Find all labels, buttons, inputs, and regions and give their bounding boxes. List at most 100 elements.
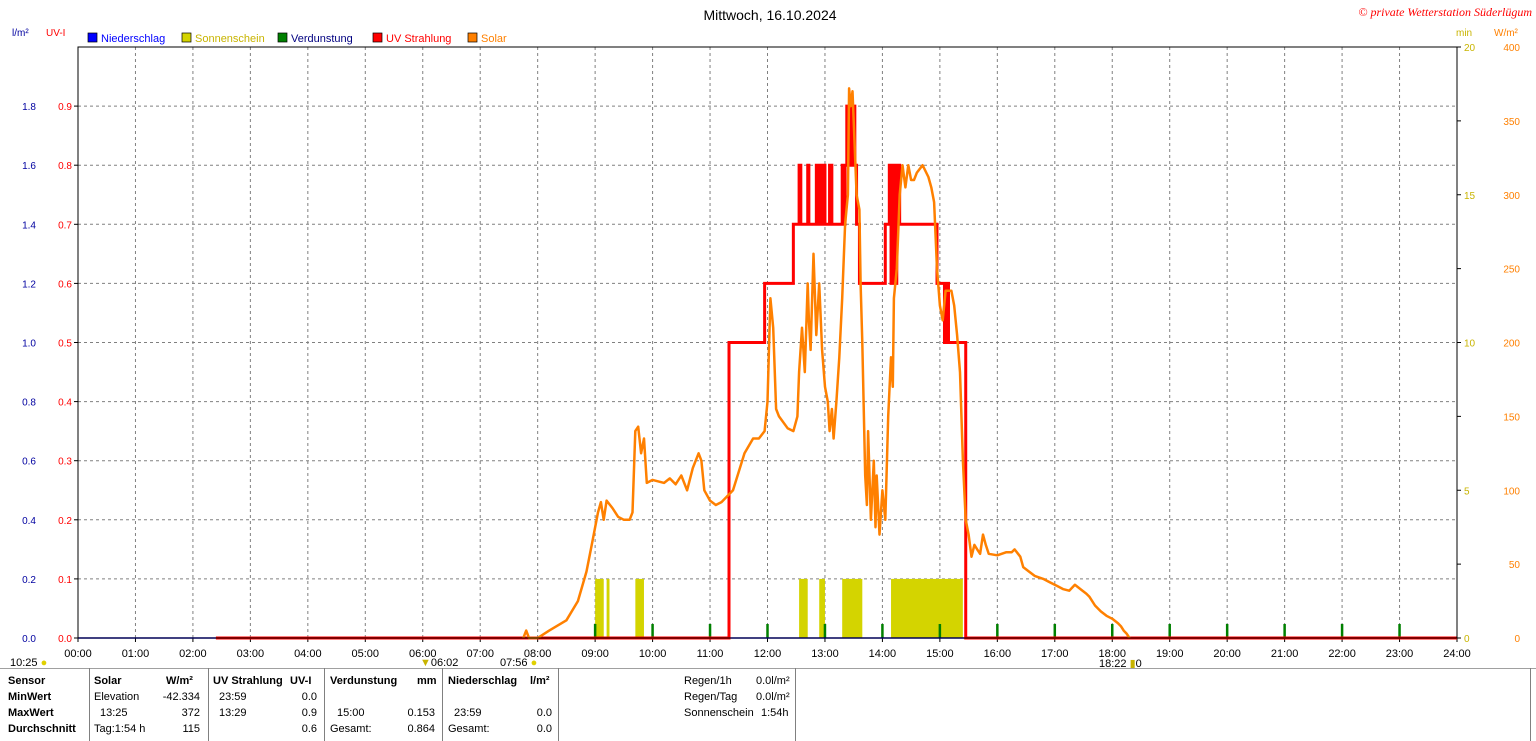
nied-avg-label: Gesamt: xyxy=(448,723,490,735)
uv-tick-label: 0.0 xyxy=(58,634,72,645)
right-unit-solar: W/m² xyxy=(1494,28,1519,39)
legend-swatch xyxy=(372,32,383,43)
sonnenschein-tick-label: 0 xyxy=(1464,634,1470,645)
chart: Mittwoch, 16.10.2024 © private Wettersta… xyxy=(12,5,1532,660)
x-tick-label: 01:00 xyxy=(122,648,150,660)
niederschlag-tick-label: 0.4 xyxy=(22,516,36,527)
x-tick-label: 18:00 xyxy=(1098,648,1126,660)
legend-label: Niederschlag xyxy=(101,33,165,45)
x-tick-label: 02:00 xyxy=(179,648,207,660)
sonnenschein-tick-label: 20 xyxy=(1464,43,1476,54)
table-divider xyxy=(442,668,443,741)
uv-avg-value: 0.6 xyxy=(301,723,317,735)
sunset-time: 18:22 ▮0 xyxy=(1099,658,1142,670)
x-tick-label: 23:00 xyxy=(1386,648,1414,660)
uv-tick-label: 0.6 xyxy=(58,279,72,290)
niederschlag-tick-label: 0.0 xyxy=(22,634,36,645)
sonnenschein-tick-label: 10 xyxy=(1464,339,1476,350)
niederschlag-tick-label: 0.2 xyxy=(22,575,36,586)
legend-swatch xyxy=(181,32,192,43)
solar-min-value: -42.334 xyxy=(162,691,200,703)
solar-tick-label: 350 xyxy=(1503,117,1520,128)
legend-label: Verdunstung xyxy=(291,33,353,45)
table-divider xyxy=(795,668,796,741)
niederschlag-tick-label: 0.8 xyxy=(22,398,36,409)
sonnenschein-bar xyxy=(635,578,644,638)
table-divider xyxy=(324,668,325,741)
solar-tick-label: 200 xyxy=(1503,339,1520,350)
uv-min-time: 23:59 xyxy=(219,691,247,703)
x-tick-label: 09:00 xyxy=(581,648,609,660)
regen-tag-value: 0.0l/m² xyxy=(756,691,790,703)
axes: 00:00 01:00 02:00 03:00 04:00 05:00 06:00 07:00… xyxy=(22,43,1520,660)
x-tick-label: 19:00 xyxy=(1156,648,1184,660)
x-tick-label: 24:00 xyxy=(1443,648,1471,660)
row-max: MaxWert xyxy=(8,707,54,719)
right-unit-min: min xyxy=(1456,28,1472,39)
uv-max-value: 0.9 xyxy=(301,707,317,719)
table-divider xyxy=(208,668,209,741)
solar-tick-label: 400 xyxy=(1503,43,1520,54)
sonnenschein-bar xyxy=(842,578,863,638)
solar-max-time: 13:25 xyxy=(100,707,128,719)
solar-line xyxy=(522,87,1131,640)
header-sensor: Sensor xyxy=(8,675,46,687)
table-divider xyxy=(89,668,90,741)
regen-1h-value: 0.0l/m² xyxy=(756,675,790,687)
sonnenschein-label: Sonnenschein xyxy=(684,707,754,719)
solar-min-label: Elevation xyxy=(94,691,140,703)
sonnenschein-bar xyxy=(606,578,610,638)
solar-tick-label: 50 xyxy=(1509,560,1521,571)
nied-avg-value: 0.0 xyxy=(536,723,552,735)
uv-tick-label: 0.8 xyxy=(58,161,72,172)
x-tick-label: 16:00 xyxy=(984,648,1012,660)
solar-tick-label: 250 xyxy=(1503,265,1520,276)
sonnenschein-tick-label: 15 xyxy=(1464,191,1476,202)
uv-tick-label: 0.5 xyxy=(58,339,72,350)
sunrise-time: 07:56 ● xyxy=(500,657,538,669)
x-tick-label: 12:00 xyxy=(754,648,782,660)
grid xyxy=(78,47,1457,638)
sonnenschein-tick-label: 5 xyxy=(1464,486,1470,497)
sonnenschein-bar xyxy=(595,578,604,638)
uv-tick-label: 0.4 xyxy=(58,398,72,409)
x-tick-label: 17:00 xyxy=(1041,648,1069,660)
left-unit-uv: UV-I xyxy=(46,28,65,39)
sonnenschein-bar xyxy=(891,578,963,638)
legend: Niederschlag Sonnenschein Verdunstung UV St… xyxy=(87,32,507,45)
x-tick-label: 04:00 xyxy=(294,648,322,660)
x-tick-label: 03:00 xyxy=(237,648,265,660)
niederschlag-tick-label: 1.4 xyxy=(22,220,36,231)
nied-header: Niederschlag xyxy=(448,675,518,687)
verd-avg-value: 0.864 xyxy=(407,723,435,735)
sonnenschein-value: 1:54h xyxy=(761,707,789,719)
nied-unit: l/m² xyxy=(530,675,550,687)
left-unit-niederschlag: l/m² xyxy=(12,28,29,39)
uv-header: UV Strahlung xyxy=(213,675,283,687)
legend-label: Solar xyxy=(481,33,507,45)
uv-tick-label: 0.9 xyxy=(58,102,72,113)
solar-header: Solar xyxy=(94,675,122,687)
niederschlag-tick-label: 1.6 xyxy=(22,161,36,172)
sunrise-marker: ▼06:02 xyxy=(420,657,459,669)
plot-frame xyxy=(77,46,1458,639)
x-tick-label: 06:00 xyxy=(409,648,437,660)
verd-unit: mm xyxy=(417,675,437,687)
nied-max-time: 23:59 xyxy=(454,707,482,719)
verd-max-value: 0.153 xyxy=(407,707,435,719)
niederschlag-tick-label: 1.8 xyxy=(22,102,36,113)
sonnenschein-bar xyxy=(819,578,825,638)
uv-tick-label: 0.2 xyxy=(58,516,72,527)
verd-max-time: 15:00 xyxy=(337,707,365,719)
x-tick-label: 13:00 xyxy=(811,648,839,660)
legend-label: UV Strahlung xyxy=(386,33,451,45)
x-tick-label: 11:00 xyxy=(697,648,724,660)
regen-tag-label: Regen/Tag xyxy=(684,691,738,703)
uv-tick-label: 0.3 xyxy=(58,457,72,468)
x-tick-label: 05:00 xyxy=(352,648,380,660)
moon-time: 10:25 ● xyxy=(10,657,48,669)
uv-tick-label: 0.7 xyxy=(58,220,72,231)
x-tick-label: 22:00 xyxy=(1328,648,1356,660)
niederschlag-tick-label: 1.0 xyxy=(22,339,36,350)
series xyxy=(78,87,1457,640)
